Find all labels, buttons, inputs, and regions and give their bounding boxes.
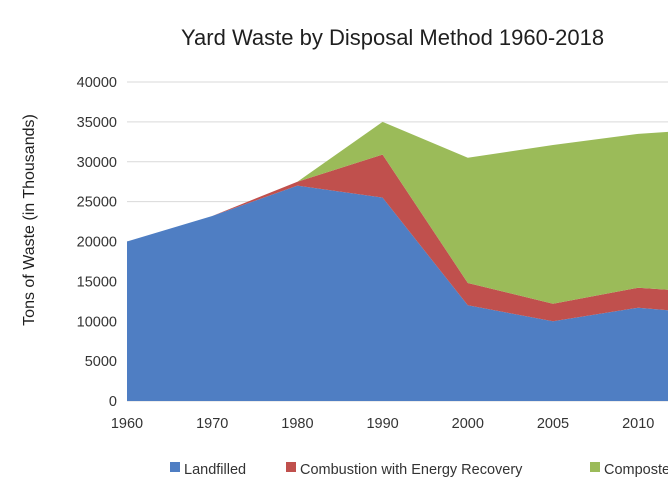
legend: Landfilled Combustion with Energy Recover…	[170, 462, 668, 478]
y-axis-label: Tons of Waste (in Thousands)	[21, 114, 38, 326]
legend-label: Combustion with Energy Recovery	[300, 462, 523, 478]
y-tick-label: 10000	[77, 314, 117, 330]
x-tick-label: 2005	[537, 416, 569, 432]
y-tick-label: 30000	[77, 155, 117, 171]
y-tick-label: 0	[109, 394, 117, 410]
x-tick-label: 1990	[366, 416, 398, 432]
x-tick-label: 1960	[111, 416, 143, 432]
y-tick-label: 5000	[85, 354, 117, 370]
area-series-1	[127, 185, 668, 401]
y-tick-label: 40000	[77, 75, 117, 91]
x-tick-label: 2000	[452, 416, 484, 432]
area-series-2	[127, 154, 668, 322]
plot-areas	[127, 121, 668, 401]
legend-swatch	[286, 462, 296, 472]
area-series-3	[127, 121, 668, 304]
y-tick-label: 15000	[77, 274, 117, 290]
y-axis-ticks: 0 5000 10000 15000 20000 25000 30000 35000 40000	[77, 75, 117, 410]
y-tick-label: 35000	[77, 115, 117, 131]
chart-title: Yard Waste by Disposal Method 1960-2018	[181, 25, 604, 50]
x-tick-label: 2010	[622, 416, 654, 432]
legend-swatch	[590, 462, 600, 472]
x-axis-ticks: 19601970198019902000200520102015	[111, 416, 654, 432]
x-tick-label: 1980	[281, 416, 313, 432]
x-tick-label: 1970	[196, 416, 228, 432]
legend-label: Composted	[604, 462, 668, 478]
y-tick-label: 20000	[77, 235, 117, 251]
y-tick-label: 25000	[77, 195, 117, 211]
legend-swatch	[170, 462, 180, 472]
legend-label: Landfilled	[184, 462, 246, 478]
